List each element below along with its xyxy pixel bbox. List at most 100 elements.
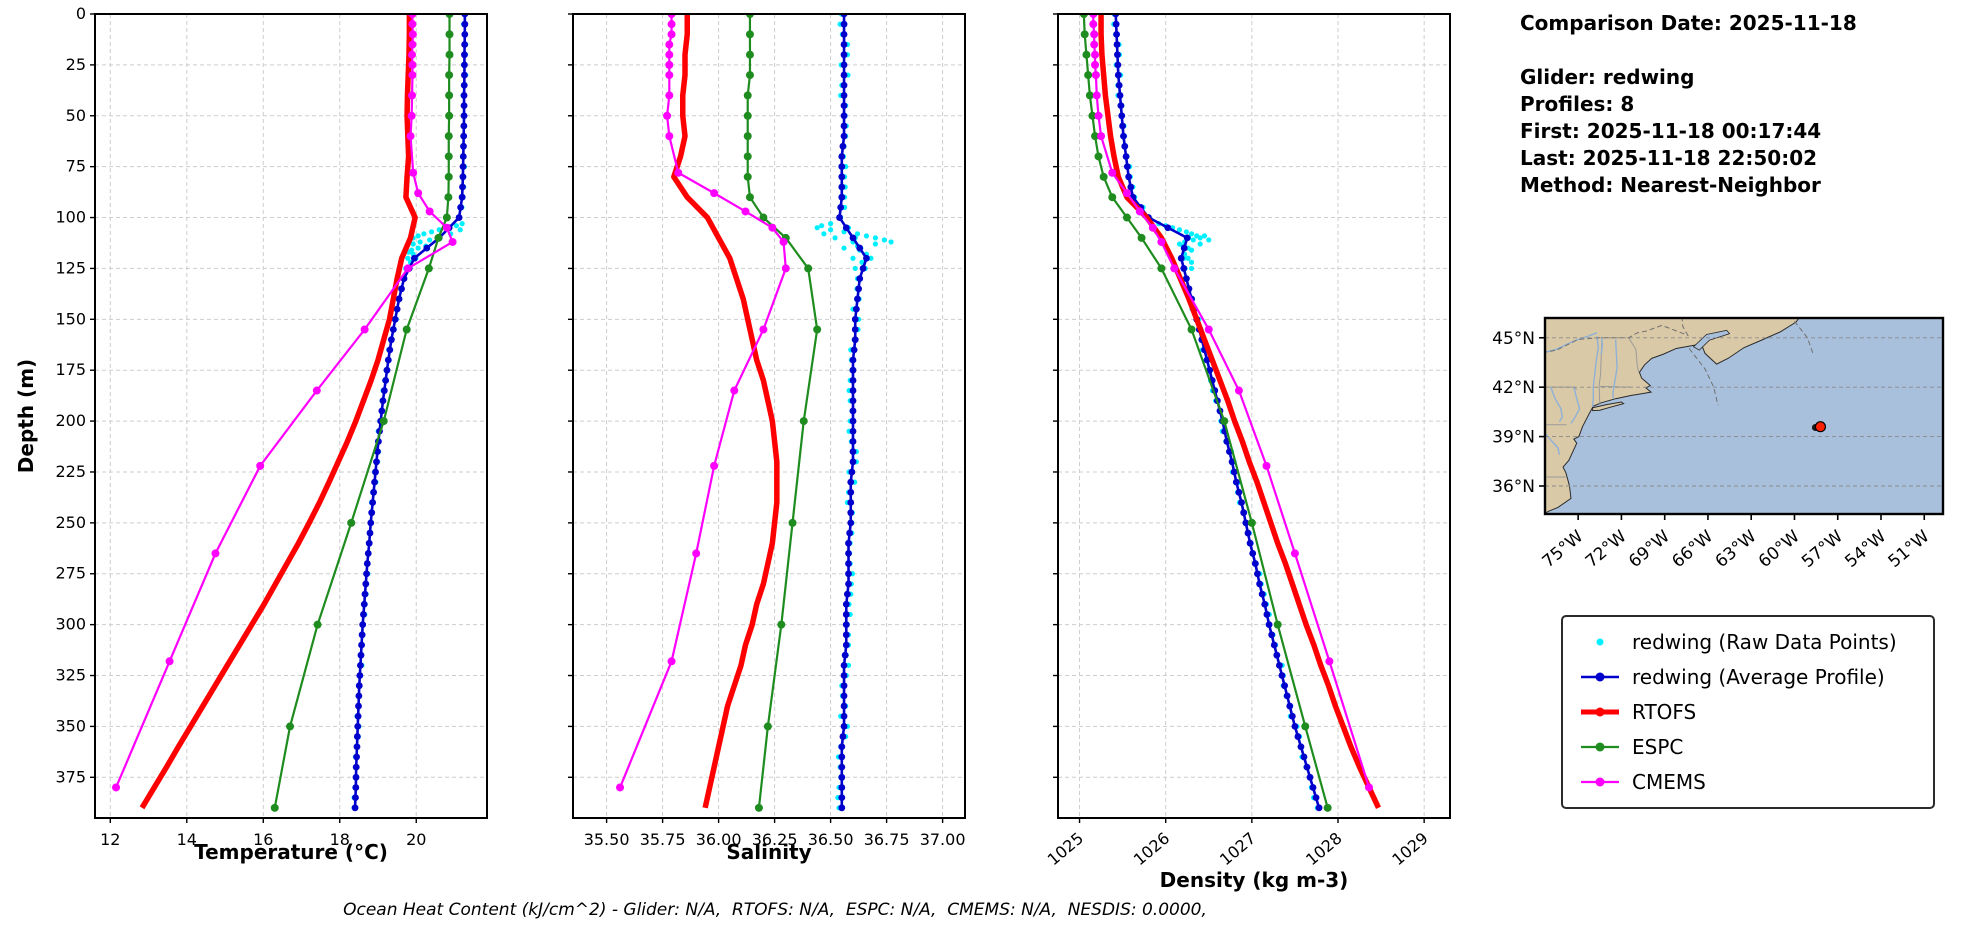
river (1612, 339, 1618, 399)
series-raw-points (1111, 14, 1320, 811)
svg-text:350: 350 (55, 716, 86, 735)
svg-text:200: 200 (55, 411, 86, 430)
svg-text:150: 150 (55, 309, 86, 328)
series-cmems (112, 14, 457, 792)
svg-text:1025: 1025 (1044, 829, 1087, 870)
river (1545, 432, 1561, 455)
svg-text:54°W: 54°W (1841, 526, 1890, 572)
svg-text:51°W: 51°W (1885, 526, 1934, 572)
series-average-profile (836, 14, 870, 812)
glider-location-marker (1814, 421, 1827, 433)
legend-item-avg: redwing (Average Profile) (1577, 664, 1919, 690)
svg-text:16: 16 (253, 830, 273, 849)
plot-frame (1057, 13, 1451, 819)
density-plot: 1025 1026 1027 1028 1029 (1044, 13, 1451, 870)
legend-marker-raw (1596, 638, 1604, 646)
salinity-axis-label: Salinity (726, 840, 812, 864)
legend-label: redwing (Raw Data Points) (1632, 630, 1897, 655)
dashed-boundary (1688, 348, 1719, 406)
dashed-boundary (1545, 318, 1689, 353)
legend-item-rtofs: RTOFS (1577, 699, 1919, 725)
svg-text:225: 225 (55, 462, 86, 481)
river (1570, 387, 1581, 424)
method-text: Method: Nearest-Neighbor (1520, 173, 1821, 197)
svg-text:14: 14 (177, 830, 197, 849)
gridlines (1058, 13, 1450, 818)
gridlines (573, 13, 965, 818)
svg-text:20: 20 (406, 830, 426, 849)
ocean-heat-content-caption: Ocean Heat Content (kJ/cm^2) - Glider: N… (343, 900, 1207, 920)
temperature-plot: 0 25 50 75 100 125 150 175 200 225 250 275 300 325 350… (55, 4, 488, 849)
svg-text:125: 125 (55, 258, 86, 277)
last-profile-time-text: Last: 2025-11-18 22:50:02 (1520, 146, 1818, 170)
y-axis-label: Depth (m) (14, 358, 38, 474)
temperature-panel: 0 25 50 75 100 125 150 175 200 225 250 275 300 325 350… (30, 0, 500, 900)
svg-text:63°W: 63°W (1712, 526, 1761, 572)
legend-marker-espc (1581, 742, 1619, 752)
state-border (1598, 337, 1603, 404)
svg-text:69°W: 69°W (1625, 526, 1674, 572)
density-axis-label: Density (kg m-3) (1159, 868, 1349, 892)
legend-item-raw: redwing (Raw Data Points) (1577, 629, 1919, 655)
map-frame (1543, 316, 1945, 516)
temperature-axis-label: Temperature (°C) (194, 840, 388, 864)
svg-text:50: 50 (66, 106, 86, 125)
svg-text:1027: 1027 (1216, 829, 1259, 870)
svg-text:36.75: 36.75 (864, 830, 910, 849)
svg-text:35.50: 35.50 (584, 830, 630, 849)
svg-text:375: 375 (55, 767, 86, 786)
salinity-panel: 35.50 35.75 36.00 36.25 36.50 36.75 37.00 (508, 0, 978, 900)
svg-text:37.00: 37.00 (920, 830, 966, 849)
svg-text:12: 12 (100, 830, 120, 849)
series-average-profile (1112, 14, 1323, 812)
river (1591, 336, 1600, 408)
plot-frame (94, 13, 488, 819)
legend-marker-avg (1581, 672, 1619, 682)
legend-item-cmems: CMEMS (1577, 769, 1919, 795)
profiles-count-text: Profiles: 8 (1520, 92, 1635, 116)
legend-label: ESPC (1632, 734, 1684, 759)
axis-ticks: 0 25 50 75 100 125 150 175 200 225 250 275 300 325 350… (55, 4, 426, 849)
first-profile-time-text: First: 2025-11-18 00:17:44 (1520, 119, 1822, 143)
legend-label: CMEMS (1632, 769, 1706, 794)
svg-text:25: 25 (66, 55, 86, 74)
svg-text:18: 18 (330, 830, 350, 849)
svg-text:39°N: 39°N (1492, 428, 1535, 448)
series-rtofs (671, 14, 780, 809)
landmass (1592, 401, 1625, 412)
svg-text:1026: 1026 (1130, 829, 1173, 870)
svg-text:42°N: 42°N (1492, 378, 1535, 398)
svg-text:75°W: 75°W (1539, 526, 1588, 572)
svg-text:300: 300 (55, 615, 86, 634)
density-panel: 1025 1026 1027 1028 1029 (993, 0, 1463, 900)
series-rtofs (1098, 14, 1381, 809)
svg-text:66°W: 66°W (1668, 526, 1717, 572)
legend-item-espc: ESPC (1577, 734, 1919, 760)
salinity-plot: 35.50 35.75 36.00 36.25 36.50 36.75 37.00 (568, 13, 966, 849)
svg-text:75: 75 (66, 157, 86, 176)
series-cmems (616, 14, 790, 792)
axis-ticks: 35.50 35.75 36.00 36.25 36.50 36.75 37.00 (568, 13, 966, 849)
svg-text:57°W: 57°W (1798, 526, 1847, 572)
location-map: 45°N 42°N 39°N 36°N 75°W72°W69°W66°W63°W60°W… (1492, 316, 1945, 572)
series-rtofs (139, 14, 418, 810)
svg-text:72°W: 72°W (1582, 526, 1631, 572)
svg-text:275: 275 (55, 564, 86, 583)
legend-marker-cmems (1581, 777, 1619, 787)
svg-text:250: 250 (55, 513, 86, 532)
river (1550, 386, 1564, 423)
svg-text:1029: 1029 (1388, 829, 1431, 870)
glider-name-text: Glider: redwing (1520, 65, 1695, 89)
svg-text:35.75: 35.75 (640, 830, 686, 849)
location-map-container: 45°N 42°N 39°N 36°N 75°W 72°W 69°W 66°W 63°W 60°W… (1483, 312, 1978, 598)
svg-text:325: 325 (55, 666, 86, 685)
plot-frame (572, 13, 966, 819)
state-border (1628, 337, 1640, 373)
series-espc (743, 14, 822, 812)
svg-text:175: 175 (55, 360, 86, 379)
svg-text:36.25: 36.25 (752, 830, 798, 849)
svg-text:45°N: 45°N (1492, 329, 1535, 349)
comparison-date-text: Comparison Date: 2025-11-18 (1520, 11, 1857, 35)
svg-text:36.00: 36.00 (696, 830, 742, 849)
